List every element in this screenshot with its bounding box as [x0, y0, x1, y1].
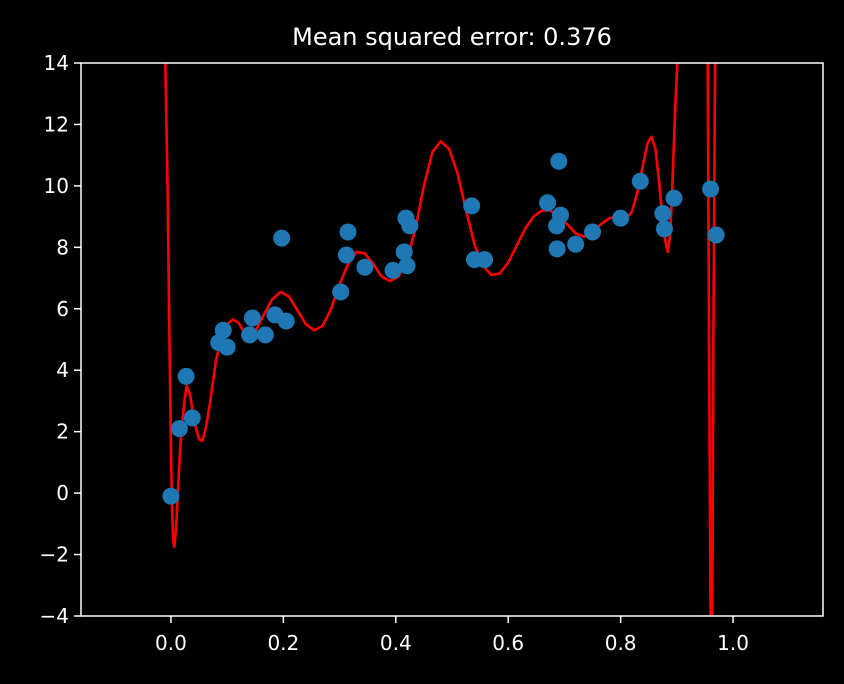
x-tick-label: 0.6: [492, 631, 524, 655]
y-tick-label: 14: [44, 51, 69, 75]
y-tick-label: 0: [56, 481, 69, 505]
data-point: [539, 194, 557, 212]
data-point: [214, 321, 232, 339]
data-point: [243, 309, 261, 327]
axis-ticks: 0.0 0.2 0.4 0.6 0.8 1.0 −4 −2 0 2 4 6 8 10 12 14: [40, 51, 749, 655]
data-point: [183, 409, 201, 427]
data-point: [584, 223, 602, 241]
axes-frame: [80, 62, 824, 617]
data-point: [339, 223, 357, 241]
x-tick-label: 1.0: [717, 631, 749, 655]
data-point: [702, 180, 720, 198]
x-tick-label: 0.0: [155, 631, 187, 655]
data-point: [631, 172, 649, 190]
data-point: [612, 209, 630, 227]
x-tick-label: 0.4: [380, 631, 412, 655]
data-point: [162, 487, 180, 505]
data-point: [654, 205, 672, 223]
data-point: [337, 246, 355, 264]
data-point: [401, 217, 419, 235]
data-point: [384, 261, 402, 279]
data-point: [707, 226, 725, 244]
data-point: [273, 229, 291, 247]
data-point: [356, 258, 374, 276]
x-tick-label: 0.8: [605, 631, 637, 655]
y-tick-label: 2: [56, 420, 69, 444]
data-point: [463, 197, 481, 215]
fit-curve-line: [710, 63, 717, 616]
data-point: [548, 240, 566, 258]
data-point: [177, 367, 195, 385]
y-tick-label: 4: [56, 358, 69, 382]
data-point: [332, 283, 350, 301]
y-tick-label: 6: [56, 297, 69, 321]
data-point: [218, 338, 236, 356]
data-point: [398, 257, 416, 275]
data-point: [277, 312, 295, 330]
data-point: [550, 152, 568, 170]
data-point: [256, 326, 274, 344]
data-point: [655, 220, 673, 238]
chart-title: Mean squared error: 0.376: [292, 23, 612, 51]
y-tick-label: 8: [56, 235, 69, 259]
data-point: [665, 189, 683, 207]
plot-area: [162, 63, 725, 616]
data-point: [241, 326, 259, 344]
y-tick-label: 10: [44, 174, 69, 198]
data-point: [567, 235, 585, 253]
data-point: [551, 206, 569, 224]
data-point: [476, 251, 494, 269]
y-tick-label: 12: [44, 112, 69, 136]
data-point: [170, 420, 188, 438]
data-point: [395, 243, 413, 261]
x-tick-label: 0.2: [267, 631, 299, 655]
y-tick-label: −4: [40, 604, 69, 628]
y-tick-label: −2: [40, 543, 69, 567]
fit-curve-line: [706, 63, 712, 616]
